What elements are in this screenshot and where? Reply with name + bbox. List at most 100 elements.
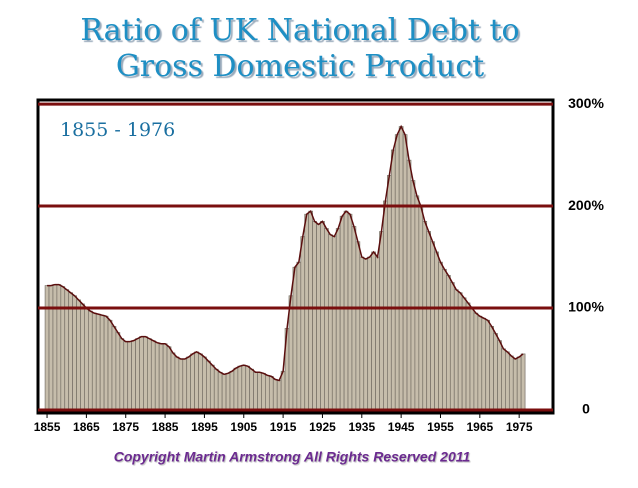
year-bar [335,228,341,411]
year-bar [355,241,361,411]
x-tick-label: 1885 [152,420,179,434]
year-bar [505,351,510,411]
year-bar [296,261,302,411]
year-bar [508,355,514,411]
year-bar [438,261,443,411]
year-bar [308,210,313,411]
year-bar [265,374,270,411]
year-bar [316,224,321,411]
year-bar [387,175,392,411]
year-bar [229,370,235,411]
year-bar [241,364,247,411]
x-tick-label: 1905 [230,420,257,434]
year-bar [512,358,518,411]
year-bar [194,351,199,411]
year-bar [304,213,310,411]
year-bar [91,312,97,411]
year-bar [162,343,168,411]
year-bar [237,365,243,411]
plot-frame [36,98,555,415]
x-tick-label: 1865 [73,420,100,434]
year-bar [202,356,207,411]
year-bar [481,317,487,411]
year-bar [68,292,73,411]
year-bar [88,310,93,411]
year-bar [111,326,117,411]
year-bar [139,336,144,411]
y-tick-label: 0 [582,401,590,417]
year-bar [489,326,494,411]
year-bar [469,307,475,411]
year-bar [131,340,136,411]
year-bar [363,258,369,411]
x-tick-label: 1955 [427,420,454,434]
year-bar [426,231,431,411]
year-bar [461,297,467,411]
year-bar [457,292,463,411]
year-bar [95,313,101,411]
year-bar [123,341,129,411]
x-tick-label: 1915 [270,420,297,434]
year-bar [442,268,447,411]
year-bar [422,220,428,411]
year-bar [225,372,231,411]
year-bar [379,231,384,411]
year-bar [56,284,62,411]
year-bar [280,370,286,411]
year-bar [174,356,180,411]
year-bar [209,364,215,411]
outline [47,124,524,382]
year-bar [383,200,388,411]
year-bar [473,312,479,411]
x-tick-label: 1895 [191,420,218,434]
year-bar [328,234,333,411]
chart-title-line: Gross Domestic Product [116,49,484,84]
year-bar [158,343,164,411]
year-bar [367,256,372,411]
year-bar [99,314,105,411]
year-bar [312,220,317,411]
year-bar [339,215,345,411]
year-bar [343,210,349,411]
x-tick-label: 1855 [34,420,61,434]
year-bar [170,352,176,411]
x-tick-label: 1945 [388,420,415,434]
year-bar [375,256,380,411]
y-tick-label: 200% [568,197,604,213]
year-bar [84,307,89,411]
year-bar [320,220,325,411]
year-bar [410,180,416,411]
year-bar [493,333,498,411]
year-bar [434,251,439,411]
year-bar [324,228,329,411]
x-tick-label: 1975 [506,420,533,434]
year-bar [272,379,278,411]
year-bar [198,353,203,411]
year-bar [80,303,85,411]
year-bar [253,371,258,411]
year-bar [103,315,109,411]
year-bar [331,236,337,411]
year-bar [76,299,81,411]
year-bar [44,285,50,411]
year-bar [398,126,404,411]
year-bar [135,338,140,411]
year-bar [217,371,223,411]
year-bar [402,134,408,411]
x-tick-label: 1965 [466,420,493,434]
year-bar [107,319,113,411]
year-bar [249,368,254,411]
year-bar [406,159,412,411]
year-bar [48,285,54,411]
year-bar [449,282,455,411]
year-bar [414,195,420,411]
year-bar [292,266,298,411]
annotation: 1855 - 1976 [60,119,175,141]
year-bar [182,358,188,411]
year-bar [446,275,451,411]
year-bar [371,251,376,411]
year-bar [115,332,121,411]
year-bar [351,226,357,411]
x-tick-label: 1925 [309,420,336,434]
